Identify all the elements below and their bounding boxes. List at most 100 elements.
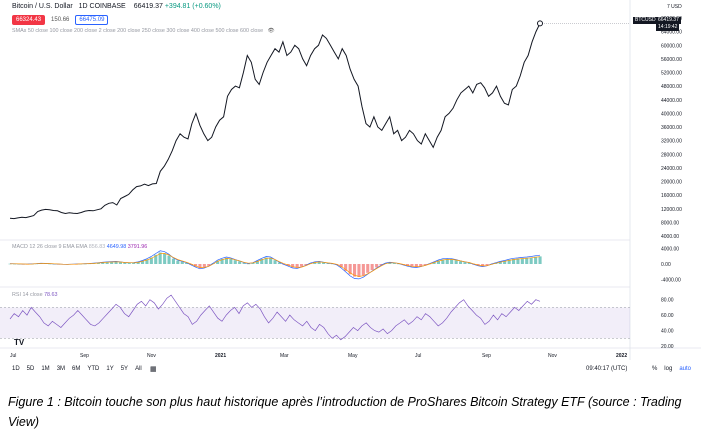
macd-bar [264,257,268,264]
macd-bar [118,262,122,264]
macd-bar [251,262,255,264]
time-axis-label: Mar [280,353,289,359]
macd-bar [269,257,273,264]
price-axis-label: 52000.00 [661,71,682,77]
macd-bar [463,262,467,264]
price-axis-label: 28000.00 [661,152,682,158]
macd-bar [361,264,365,276]
macd-bar [167,255,171,264]
macd-bar [202,264,206,268]
last-price: 66419.37 [133,3,163,10]
macd-bar [158,252,162,264]
macd-bar [498,261,502,264]
macd-axis-label: 0.00 [661,262,671,268]
macd-line [9,250,541,280]
range-button[interactable]: 1M [41,366,50,372]
range-button[interactable]: 5Y [120,366,129,372]
macd-bar [101,262,105,264]
macd-bar [141,260,145,264]
buy-sell-row: 66324.43 150.66 66475.09 [12,15,109,25]
time-axis-label: Nov [548,353,557,359]
macd-bar [512,259,516,264]
macd-bar [339,264,343,268]
crosshair-dot[interactable] [537,20,543,27]
macd-bar [313,262,317,264]
price-axis-label: 20000.00 [661,180,682,186]
macd-bar [110,261,114,264]
macd-bar [392,262,396,264]
macd-bar [366,264,370,273]
ticker-tag: BTCUSD [633,17,658,24]
eye-icon[interactable]: 👁 [267,28,275,34]
rsi-axis-label: 60.00 [661,313,674,319]
macd-bar [406,264,410,266]
range-toolbar: 1D 5D 1M 3M 6M YTD 1Y 5Y All [12,366,142,372]
sell-button[interactable]: 66324.43 [12,15,46,25]
symbol-name[interactable]: Bitcoin / U.S. Dollar [12,3,73,10]
macd-bar [194,264,198,267]
rsi-value: 78.63 [44,292,58,298]
log-toggle[interactable]: log [664,366,673,372]
macd-bar [423,264,427,266]
macd-bar [233,260,237,264]
macd-bar [414,264,418,268]
macd-bar [538,256,542,264]
macd-indicator-label[interactable]: MACD 12 26 close 9 EMA EMA 856.83 4649.9… [12,244,147,250]
range-button[interactable]: 1D [12,366,20,372]
rsi-axis-label: 40.00 [661,329,674,335]
macd-bar [445,259,449,264]
macd-bar [357,264,361,277]
macd-histogram [8,252,542,277]
rsi-band [0,307,630,339]
time-axis-label: 2022 [616,353,627,359]
macd-axis-label: 4000.00 [661,247,679,253]
macd-bar [410,264,414,267]
macd-bar [48,263,52,265]
macd-bar [198,264,202,269]
countdown-tag: 14:19:42 [656,24,680,31]
axis-currency: 7 USD [667,4,682,10]
auto-toggle[interactable]: auto [679,366,691,372]
macd-bar [326,263,330,264]
price-axis-label: 16000.00 [661,193,682,199]
macd-bar [114,261,118,264]
macd-label-name: MACD 12 26 close 9 EMA EMA [12,244,88,250]
macd-bar [507,259,511,264]
macd-bar [529,257,533,264]
range-button[interactable]: 1Y [106,366,114,372]
utc-clock[interactable]: 09:40:17 (UTC) [586,366,628,372]
range-button[interactable]: All [135,366,142,372]
macd-bar [154,254,158,264]
symbol-header[interactable]: Bitcoin / U.S. Dollar 1D COINBASE 66419.… [12,3,221,10]
price-line [9,23,541,220]
macd-bar [370,264,374,271]
macd-bar [375,264,379,268]
macd-bar [277,262,281,264]
macd-bar [516,258,520,264]
interval[interactable]: 1D [78,3,88,10]
signal-line [10,253,541,277]
chart-canvas[interactable]: 68000.0064000.0060000.0056000.0052000.00… [0,0,701,380]
ma-indicator-label[interactable]: SMAs 50 close 100 close 200 close 2 clos… [12,28,274,34]
rsi-label-name: RSI 14 close [12,292,43,298]
range-button[interactable]: YTD [87,366,100,372]
macd-bar [180,261,184,264]
price-tag: 66419.37 [656,17,681,24]
macd-value: 4649.98 [106,244,127,250]
scale-toolbar: % log auto [652,366,691,372]
price-axis-label: 64000.00 [661,30,682,36]
chart-frame[interactable]: 68000.0064000.0060000.0056000.0052000.00… [0,0,701,380]
calendar-icon[interactable]: ▦ [150,366,157,373]
range-button[interactable]: 6M [72,366,81,372]
time-axis-label: Jul [415,353,421,359]
percent-toggle[interactable]: % [651,366,658,372]
price-axis-label: 8000.00 [661,220,679,226]
range-button[interactable]: 5D [26,366,35,372]
macd-bar [185,262,189,264]
range-button[interactable]: 3M [56,366,66,372]
rsi-indicator-label[interactable]: RSI 14 close 78.63 [12,292,58,298]
signal-value: 3791.96 [127,244,148,250]
tradingview-logo[interactable]: TV [14,338,25,347]
buy-button[interactable]: 66475.09 [75,15,109,25]
macd-bar [211,263,215,264]
